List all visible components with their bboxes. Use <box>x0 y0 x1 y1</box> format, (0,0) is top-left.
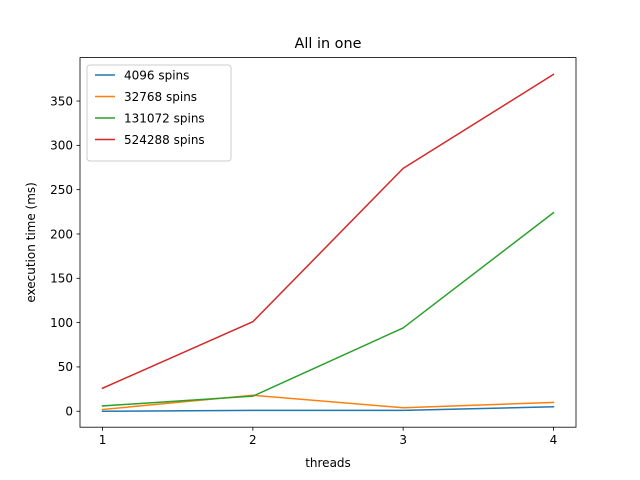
y-tick-label-0: 0 <box>65 405 73 419</box>
y-axis-label: execution time (ms) <box>24 182 38 303</box>
x-tick-label-0: 1 <box>99 433 107 447</box>
legend-box <box>86 64 232 162</box>
series-line-1 <box>101 394 555 411</box>
legend-label-3: 524288 spins <box>124 133 205 147</box>
x-axis-ticks: 1 2 3 4 <box>99 427 558 447</box>
legend-label-1: 32768 spins <box>124 90 197 104</box>
x-axis-label: threads <box>305 456 351 470</box>
legend-label-0: 4096 spins <box>124 68 189 82</box>
y-tick-label-4: 200 <box>50 227 73 241</box>
y-tick-label-2: 100 <box>50 316 73 330</box>
y-tick-label-6: 300 <box>50 139 73 153</box>
y-axis-ticks: 0 50 100 150 200 250 300 350 <box>50 94 80 419</box>
series-lines <box>101 73 555 413</box>
y-tick-label-7: 350 <box>50 94 73 108</box>
y-tick-label-1: 50 <box>58 360 73 374</box>
x-tick-label-2: 3 <box>399 433 407 447</box>
y-tick-label-3: 150 <box>50 272 73 286</box>
x-tick-label-3: 4 <box>550 433 558 447</box>
series-line-3 <box>101 73 555 390</box>
series-line-0 <box>101 406 555 413</box>
chart-title: All in one <box>295 36 362 52</box>
y-tick-label-5: 250 <box>50 183 73 197</box>
series-line-2 <box>101 211 555 407</box>
plot-frame <box>79 57 577 428</box>
x-tick-label-1: 2 <box>249 433 257 447</box>
legend-label-2: 131072 spins <box>124 111 205 125</box>
legend: 4096 spins 32768 spins 131072 spins 524288 … <box>86 64 232 162</box>
